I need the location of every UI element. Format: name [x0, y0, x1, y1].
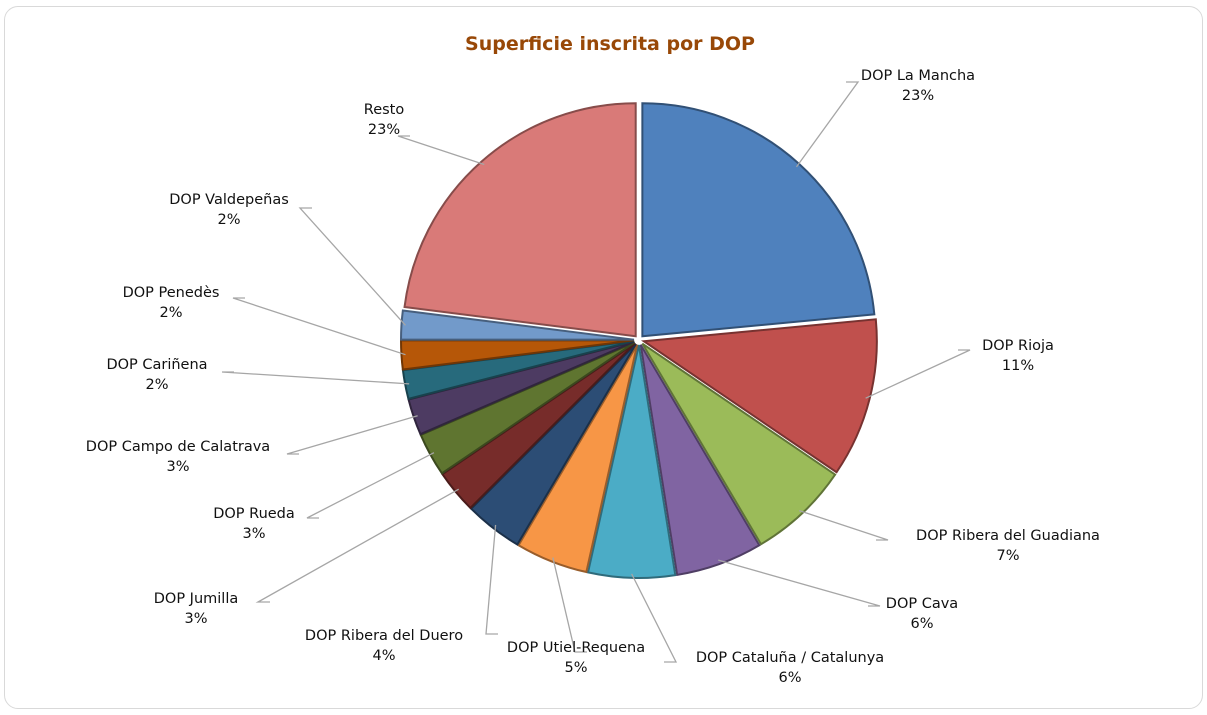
leader-line: [232, 297, 406, 356]
pie-slice: [517, 344, 639, 574]
slice-label: DOP La Mancha: [861, 68, 975, 84]
slice-label: DOP Cariñena: [106, 357, 207, 373]
leader-line: [795, 81, 860, 168]
leader-line: [298, 207, 406, 326]
slice-percent-label: 2%: [217, 212, 240, 228]
slice-label: DOP Cataluña / Catalunya: [696, 650, 884, 666]
pie-slice: [640, 318, 878, 474]
leader-line: [798, 509, 889, 541]
slice-percent-label: 7%: [996, 548, 1019, 564]
slice-percent-label: 3%: [184, 611, 207, 627]
slice-percent-label: 6%: [910, 616, 933, 632]
leader-line: [255, 488, 460, 603]
slice-percent-label: 6%: [778, 670, 801, 686]
chart-title: Superficie inscrita por DOP: [465, 33, 755, 55]
slice-label: DOP Penedès: [123, 285, 220, 301]
slice-percent-label: 3%: [166, 459, 189, 475]
slice-percent-label: 3%: [242, 526, 265, 542]
slice-percent-label: 5%: [564, 660, 587, 676]
slice-label: DOP Cava: [886, 596, 958, 612]
leader-line: [718, 559, 881, 607]
slice-label: Resto: [364, 102, 405, 118]
slice-label: DOP Ribera del Duero: [305, 628, 463, 644]
pie-slices: [400, 102, 878, 579]
slice-label: DOP Jumilla: [154, 591, 239, 607]
slice-percent-label: 11%: [1002, 358, 1034, 374]
leader-line: [552, 557, 587, 653]
leader-line: [631, 573, 678, 663]
slice-label: DOP Ribera del Guadiana: [916, 528, 1100, 544]
leader-line: [306, 452, 435, 519]
slice-percent-label: 23%: [902, 88, 934, 104]
pie-slice: [639, 344, 761, 576]
leader-line: [221, 371, 410, 385]
slice-percent-label: 2%: [159, 305, 182, 321]
slice-percent-label: 23%: [368, 122, 400, 138]
slice-percent-label: 4%: [372, 648, 395, 664]
leader-lines: [221, 81, 971, 663]
pie-slice: [586, 344, 677, 579]
pie-slice: [403, 102, 637, 338]
leader-line: [485, 524, 498, 635]
slice-labels: DOP La Mancha 23% DOP Rioja 11% DOP Ribera d…: [86, 68, 1100, 686]
leader-line: [286, 415, 418, 455]
leader-line: [397, 135, 485, 166]
slice-label: DOP Rueda: [213, 506, 295, 522]
pie-slice: [641, 102, 876, 338]
slice-label: DOP Valdepeñas: [169, 192, 289, 208]
slice-percent-label: 2%: [145, 377, 168, 393]
leader-line: [865, 349, 971, 399]
pie-slice: [469, 343, 637, 546]
slice-label: DOP Rioja: [982, 338, 1054, 354]
pie-slice: [400, 309, 635, 341]
slice-label: DOP Utiel-Requena: [507, 640, 645, 656]
pie-slice: [641, 342, 837, 546]
slice-label: DOP Campo de Calatrava: [86, 439, 270, 455]
